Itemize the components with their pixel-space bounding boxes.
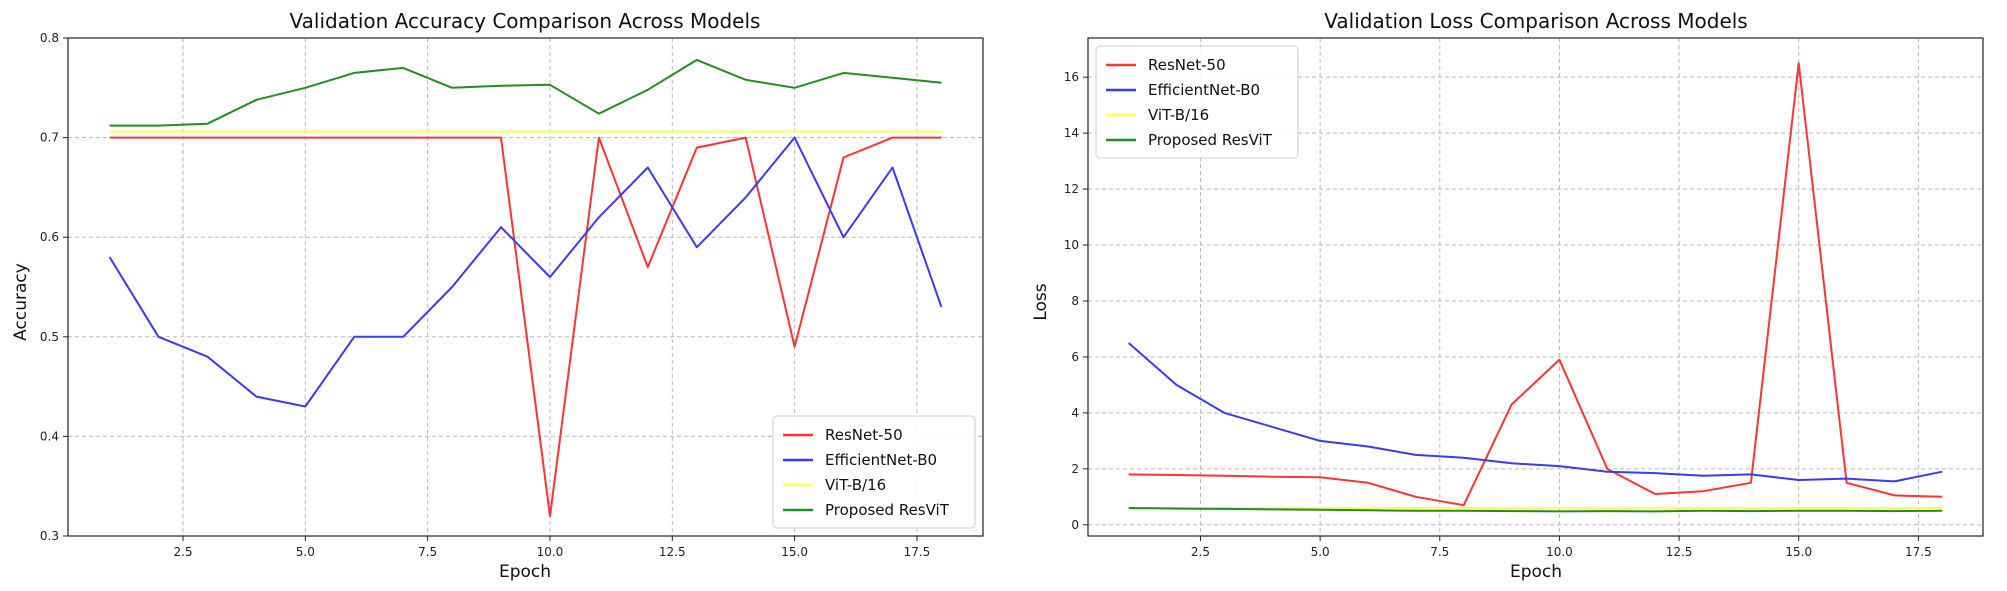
loss-legend-label-proposed-resvit: Proposed ResViT xyxy=(1148,131,1273,149)
loss-legend-label-vit-b-16: ViT-B/16 xyxy=(1148,106,1209,124)
accuracy-series xyxy=(108,58,943,518)
accuracy-line-efficientnet-b0 xyxy=(108,136,943,408)
accuracy-line-resnet-50 xyxy=(109,136,942,518)
loss-ticks: 2.5 5.0 7.5 10.0 12.5 15.0 17.5 0 2 4 6 8 10 12 14 16 xyxy=(1064,70,1932,559)
loss-chart-title: Validation Loss Comparison Across Models xyxy=(1324,9,1747,33)
loss-legend-box xyxy=(1095,45,1299,159)
loss-line-efficientnet-b0 xyxy=(1128,342,1943,483)
accuracy-x-axis-label: Epoch xyxy=(499,562,551,582)
accuracy-line-proposed-resvit xyxy=(109,58,942,127)
loss-y-tick-label: 0 xyxy=(1071,518,1079,532)
loss-line-proposed-resvit xyxy=(1128,507,1943,513)
loss-chart: Validation Loss Comparison Across Models… xyxy=(1031,9,1984,582)
accuracy-legend-box xyxy=(772,415,976,529)
accuracy-y-tick-label: 0.4 xyxy=(40,429,59,443)
loss-series xyxy=(1128,62,1943,513)
loss-x-tick-label: 10.0 xyxy=(1546,545,1573,559)
accuracy-plot-frame xyxy=(67,37,984,537)
accuracy-y-tick-label: 0.3 xyxy=(40,529,59,543)
loss-line-resnet-50 xyxy=(1128,62,1943,507)
accuracy-legend-label-proposed-resvit: Proposed ResViT xyxy=(825,501,950,519)
loss-x-tick-label: 7.5 xyxy=(1430,545,1449,559)
accuracy-y-tick-label: 0.7 xyxy=(40,131,59,145)
accuracy-ticks: 2.5 5.0 7.5 10.0 12.5 15.0 17.5 0.3 0.4 0.5 0.6 0.7… xyxy=(40,31,930,559)
accuracy-y-tick-label: 0.5 xyxy=(40,330,59,344)
loss-x-tick-label: 2.5 xyxy=(1191,545,1210,559)
accuracy-y-tick-label: 0.6 xyxy=(40,230,59,244)
loss-y-tick-label: 4 xyxy=(1071,406,1079,420)
loss-y-tick-label: 8 xyxy=(1071,294,1079,308)
accuracy-legend: ResNet-50 EfficientNet-B0 ViT-B/16 Proposed… xyxy=(772,415,976,529)
accuracy-y-axis-label: Accuracy xyxy=(11,263,31,341)
loss-x-axis-label: Epoch xyxy=(1510,562,1562,582)
loss-y-tick-label: 10 xyxy=(1064,238,1079,252)
accuracy-y-tick-label: 0.8 xyxy=(40,31,59,45)
accuracy-chart-title: Validation Accuracy Comparison Across Mo… xyxy=(290,9,761,33)
accuracy-x-tick-label: 5.0 xyxy=(296,545,315,559)
loss-y-tick-label: 2 xyxy=(1071,462,1079,476)
accuracy-x-tick-label: 17.5 xyxy=(904,545,931,559)
loss-y-tick-label: 12 xyxy=(1064,182,1079,196)
loss-x-tick-label: 5.0 xyxy=(1311,545,1330,559)
accuracy-x-tick-label: 12.5 xyxy=(659,545,686,559)
accuracy-x-tick-label: 2.5 xyxy=(173,545,192,559)
loss-x-tick-label: 15.0 xyxy=(1785,545,1812,559)
loss-y-axis-label: Loss xyxy=(1031,283,1051,320)
loss-plot-frame xyxy=(1087,37,1984,537)
accuracy-x-tick-label: 7.5 xyxy=(418,545,437,559)
accuracy-chart: Validation Accuracy Comparison Across Mo… xyxy=(11,9,984,582)
loss-legend-label-efficientnet-b0: EfficientNet-B0 xyxy=(1148,81,1260,99)
loss-x-tick-label: 17.5 xyxy=(1905,545,1932,559)
accuracy-x-tick-label: 10.0 xyxy=(537,545,564,559)
loss-legend-label-resnet-50: ResNet-50 xyxy=(1148,56,1226,74)
loss-y-tick-label: 16 xyxy=(1064,70,1079,84)
loss-x-tick-label: 12.5 xyxy=(1666,545,1693,559)
accuracy-x-tick-label: 15.0 xyxy=(781,545,808,559)
accuracy-legend-label-resnet-50: ResNet-50 xyxy=(825,426,903,444)
loss-y-tick-label: 6 xyxy=(1071,350,1079,364)
accuracy-legend-label-efficientnet-b0: EfficientNet-B0 xyxy=(825,451,937,469)
loss-legend: ResNet-50 EfficientNet-B0 ViT-B/16 Proposed… xyxy=(1095,45,1299,159)
accuracy-legend-label-vit-b-16: ViT-B/16 xyxy=(825,476,886,494)
loss-y-tick-label: 14 xyxy=(1064,126,1079,140)
